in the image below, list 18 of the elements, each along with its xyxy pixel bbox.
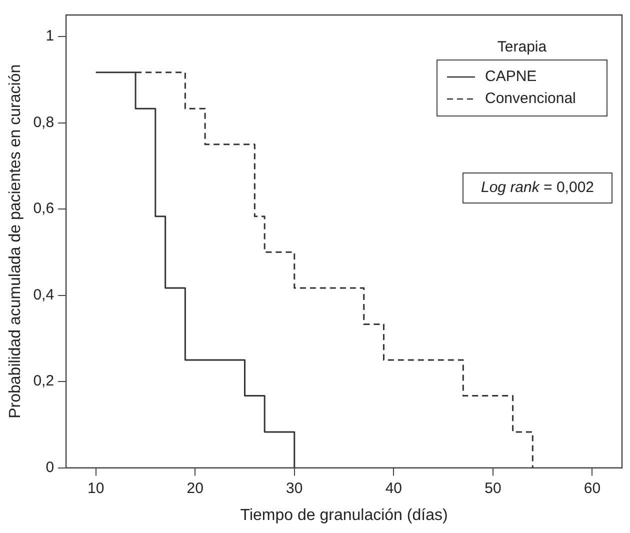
legend-title: Terapia — [497, 38, 548, 56]
x-tick-label: 40 — [385, 480, 402, 497]
x-axis-title: Tiempo de granulación (días) — [240, 506, 448, 524]
x-tick-label: 20 — [186, 480, 204, 497]
legend-label: CAPNE — [485, 68, 537, 86]
x-tick-label: 50 — [484, 480, 502, 497]
y-tick-label: 0 — [46, 458, 54, 476]
y-tick-label: 0,2 — [33, 372, 54, 390]
legend-label: Convencional — [485, 90, 576, 108]
y-tick-label: 0,6 — [33, 200, 54, 218]
y-axis-title: Probabilidad acumulada de pacientes en curación — [7, 64, 24, 418]
y-tick-label: 0,4 — [33, 286, 54, 304]
x-tick-label: 10 — [87, 480, 104, 497]
x-tick-label: 30 — [286, 480, 303, 497]
annotation: Log rank = 0,002 — [480, 179, 594, 196]
y-tick-label: 1 — [46, 28, 54, 45]
y-tick-label: 0,8 — [33, 114, 54, 131]
x-tick-label: 60 — [584, 480, 601, 497]
